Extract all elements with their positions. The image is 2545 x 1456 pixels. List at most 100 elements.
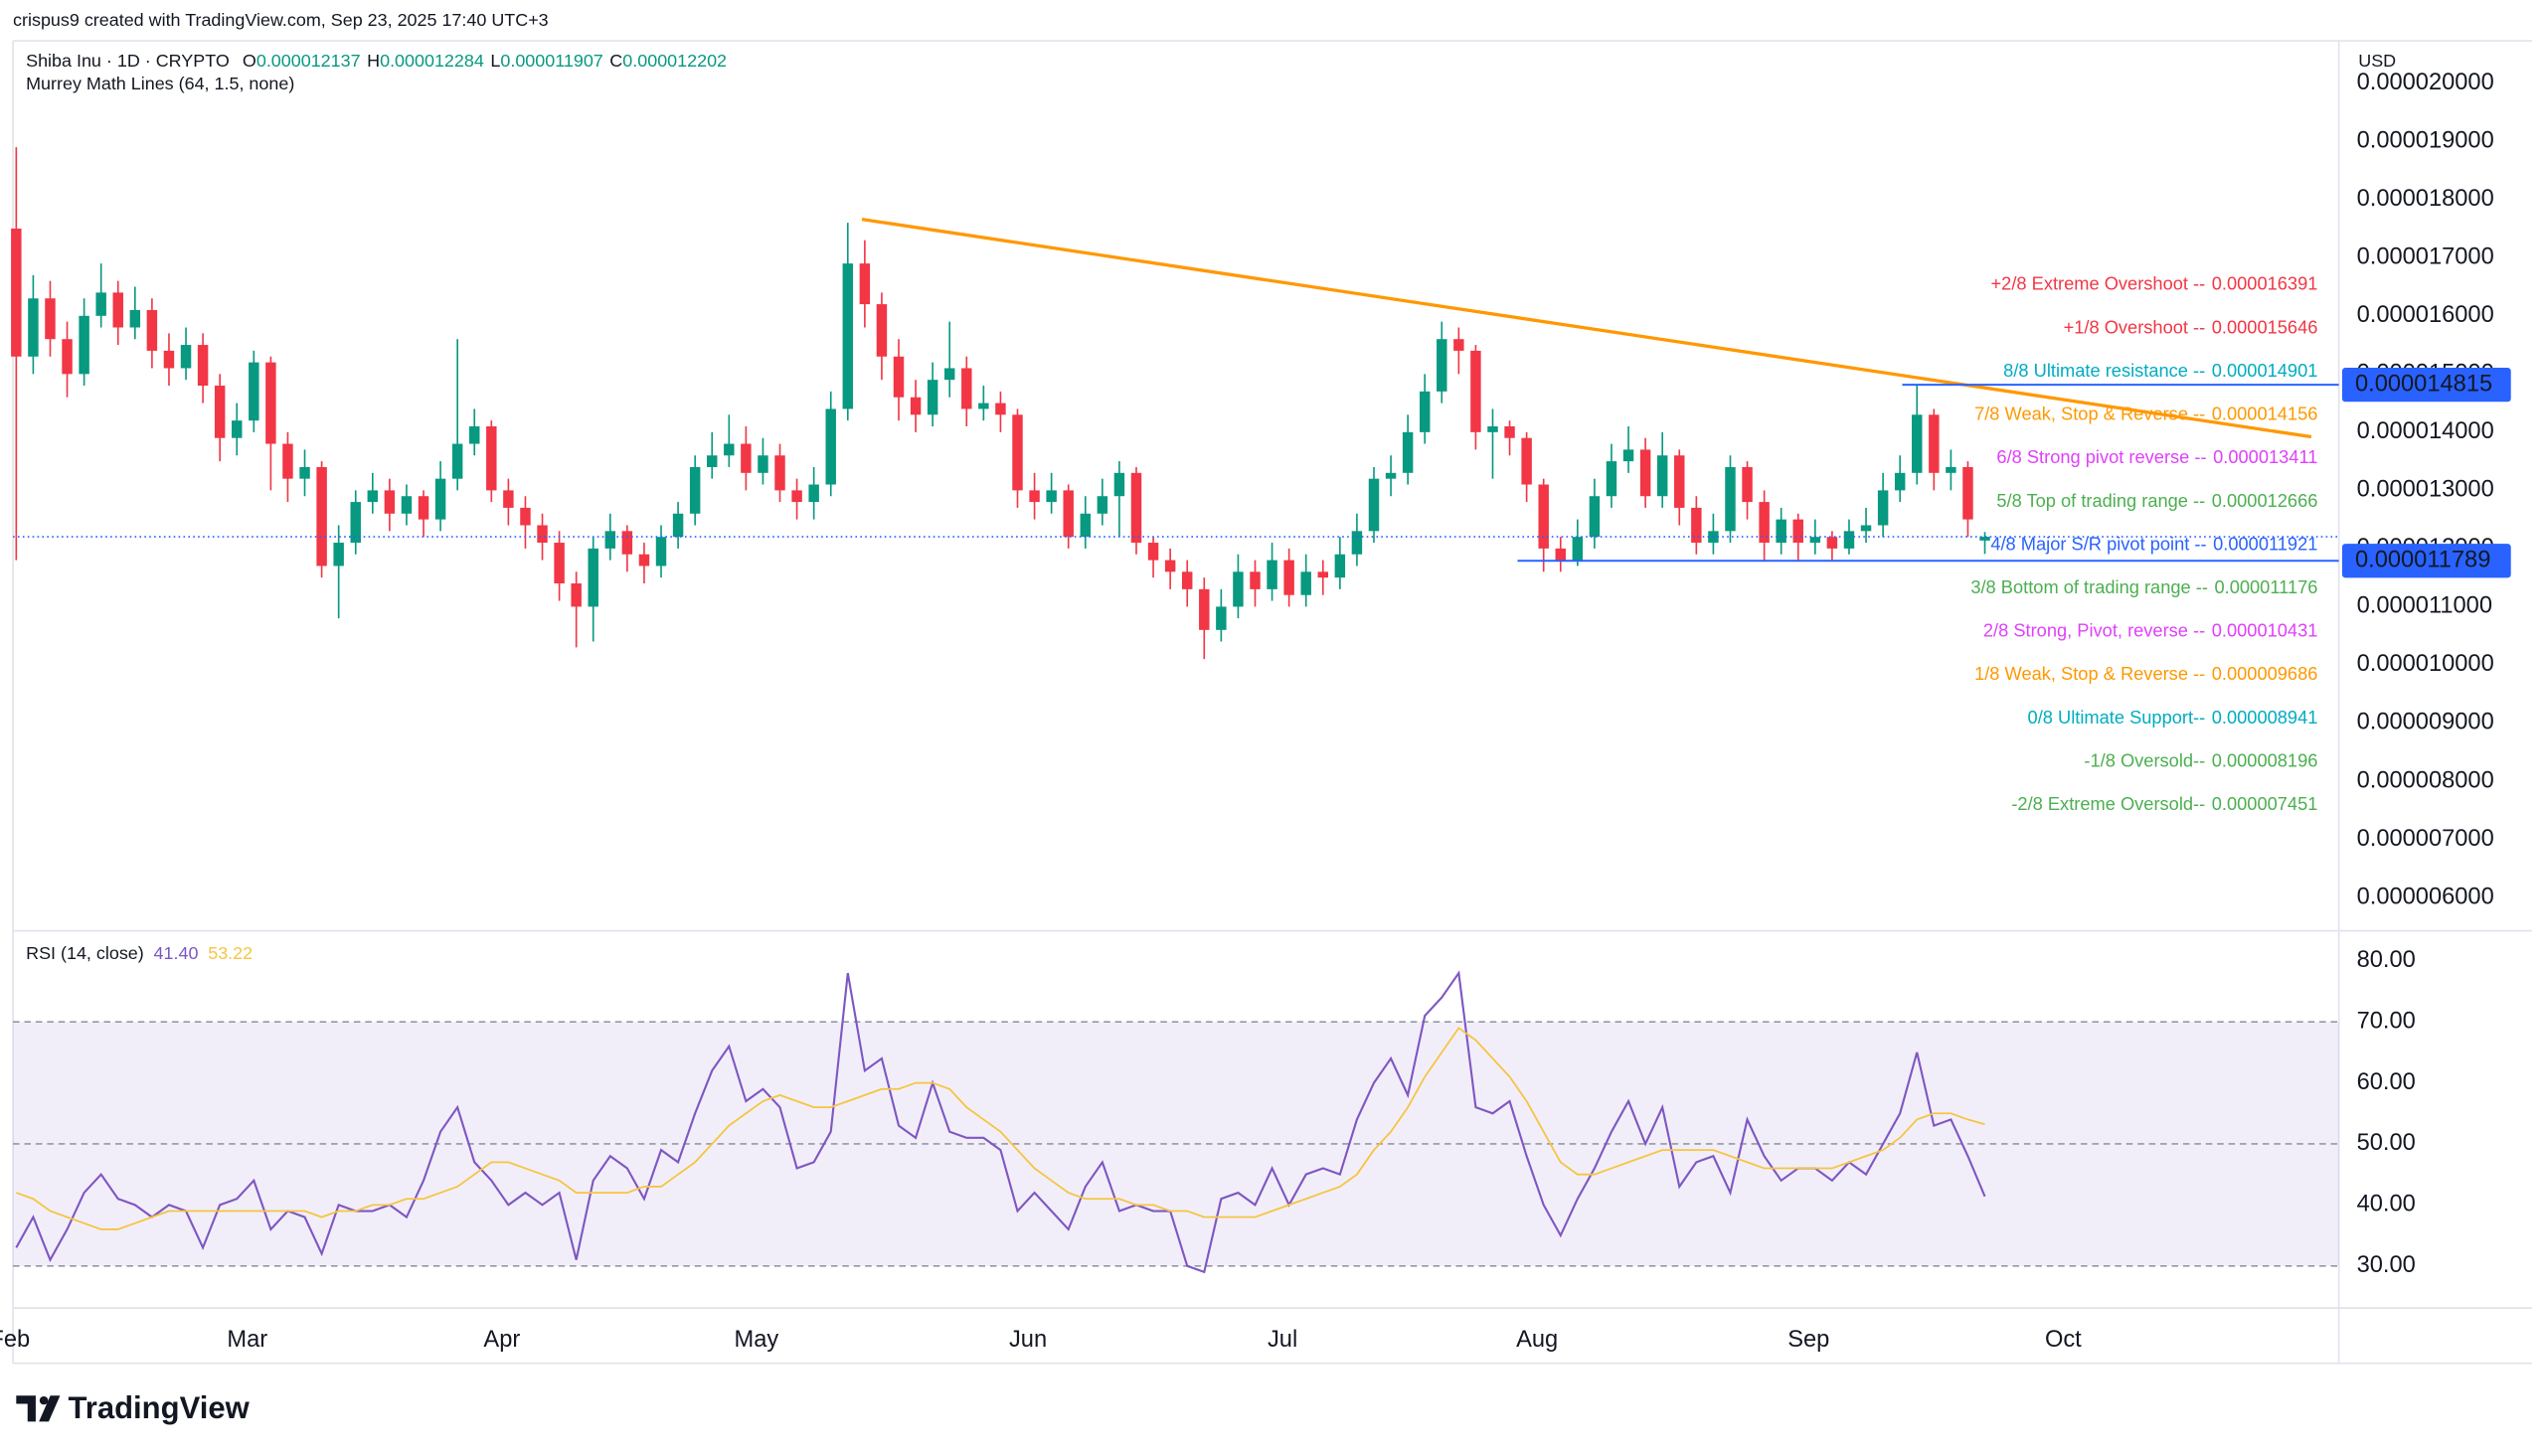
candle-body <box>333 543 344 566</box>
murrey-name: 0/8 Ultimate Support-- <box>2028 707 2206 728</box>
candle-body <box>1334 554 1346 578</box>
y-tick-label: 0.000019000 <box>2357 127 2494 153</box>
ohlc-letter: C <box>609 51 622 71</box>
candle-body <box>1453 339 1464 351</box>
candle-body <box>520 507 531 526</box>
candle-body <box>384 490 396 514</box>
candle-body <box>1368 478 1380 532</box>
murrey-name: 2/8 Strong, Pivot, reverse -- <box>1983 619 2205 640</box>
price-label: 0.000011789 <box>2355 548 2490 573</box>
candle-body <box>112 292 123 328</box>
candle-body <box>689 466 701 514</box>
candle-body <box>537 525 548 544</box>
logo: TradingView <box>16 1390 251 1425</box>
murrey-label: 4/8 Major S/R pivot point -- 0.000011921 <box>1990 533 2317 554</box>
murrey-label: -1/8 Oversold-- 0.000008196 <box>2084 749 2317 770</box>
candle-body <box>859 263 871 305</box>
candle-body <box>1419 391 1431 432</box>
candle-body <box>995 403 1006 415</box>
candle-body <box>808 484 819 503</box>
murrey-value: 0.000015646 <box>2212 316 2318 337</box>
murrey-name: 3/8 Bottom of trading range -- <box>1970 576 2208 597</box>
candle-body <box>571 583 582 607</box>
x-tick-label: Aug <box>1516 1327 1558 1353</box>
candle-body <box>1029 490 1040 503</box>
candle-body <box>1113 472 1125 497</box>
candle-body <box>367 490 379 503</box>
currency: USD <box>2358 51 2396 71</box>
murrey-name: +2/8 Extreme Overshoot -- <box>1991 273 2206 294</box>
candle-body <box>486 425 497 491</box>
candle-body <box>1809 537 1821 544</box>
candle-body <box>1521 437 1532 485</box>
rsi-line <box>15 970 1986 1274</box>
murrey-label: 6/8 Strong pivot reverse -- 0.000013411 <box>1996 446 2317 467</box>
candle-body <box>1759 502 1770 544</box>
x-tick-label: Sep <box>1787 1327 1829 1353</box>
candle-body <box>1538 484 1549 549</box>
ohlc-letter: L <box>490 51 500 71</box>
candle-body <box>1250 571 1261 589</box>
candle-body <box>282 443 293 479</box>
murrey-value: 0.000008196 <box>2212 749 2318 770</box>
murrey-label: 1/8 Weak, Stop & Reverse -- 0.000009686 <box>1974 663 2317 684</box>
candle-body <box>1826 537 1838 549</box>
murrey-name: -1/8 Oversold-- <box>2084 749 2205 770</box>
murrey-value: 0.000010431 <box>2212 619 2318 640</box>
candle-body <box>62 339 73 375</box>
murrey-value: 0.000009686 <box>2212 663 2318 684</box>
candle-body <box>1147 543 1159 561</box>
x-tick-label: May <box>735 1327 779 1353</box>
y-tick-label: 0.000014000 <box>2357 418 2494 444</box>
candle-body <box>434 478 446 520</box>
candle-body <box>232 420 243 438</box>
candle-body <box>1437 339 1447 392</box>
murrey-value: 0.000014156 <box>2212 403 2318 423</box>
y-tick-label: 0.000016000 <box>2357 302 2494 328</box>
rsi-tick-label: 40.00 <box>2357 1192 2416 1217</box>
candle-body <box>95 292 106 316</box>
plot-area: 0.000006000 0.000007000 0.000008000 0.00000… <box>0 70 2511 1353</box>
candle-body <box>129 309 141 328</box>
y-tick-label: 0.000017000 <box>2357 244 2494 270</box>
candle-body <box>146 309 158 351</box>
candle-body <box>265 362 276 444</box>
murrey-name: 7/8 Weak, Stop & Reverse -- <box>1974 403 2205 423</box>
x-tick-label: Jun <box>1009 1327 1047 1353</box>
candle-body <box>1046 490 1057 503</box>
ohlc-value: 0.000012202 <box>622 51 727 71</box>
candle-body <box>1097 496 1108 514</box>
murrey-label: 5/8 Top of trading range -- 0.000012666 <box>1996 490 2317 511</box>
candle-body <box>1504 425 1515 438</box>
candle-body <box>1385 472 1397 479</box>
candle-body <box>350 502 361 544</box>
candle-body <box>1912 414 1923 473</box>
candle-body <box>1164 560 1176 572</box>
candle-body <box>1572 537 1584 561</box>
candle-body <box>1300 571 1311 595</box>
trendline <box>861 218 2312 439</box>
rsi-tick-label: 60.00 <box>2357 1069 2416 1095</box>
murrey-label: 3/8 Bottom of trading range -- 0.00001117… <box>1970 576 2317 597</box>
price-label-box <box>2341 544 2511 578</box>
candle-body <box>1691 507 1702 544</box>
candle-body <box>758 455 768 473</box>
candle-body <box>1674 455 1685 508</box>
murrey-value: 0.000014901 <box>2212 360 2318 381</box>
candle-body <box>1656 455 1668 497</box>
ohlc-letter: O <box>243 51 256 71</box>
candle-body <box>163 350 175 369</box>
x-tick-label: Apr <box>483 1327 520 1353</box>
candle-body <box>197 345 209 387</box>
y-tick-label: 0.000020000 <box>2357 70 2494 95</box>
candle-body <box>28 298 39 357</box>
murrey-label: 2/8 Strong, Pivot, reverse -- 0.000010431 <box>1983 619 2318 640</box>
candle-body <box>1946 466 1956 473</box>
candle-body <box>910 397 922 415</box>
ohlc-value: 0.000011907 <box>500 51 602 71</box>
candle-body <box>1962 466 1973 520</box>
candle-body <box>451 443 463 479</box>
candle-body <box>724 443 735 456</box>
